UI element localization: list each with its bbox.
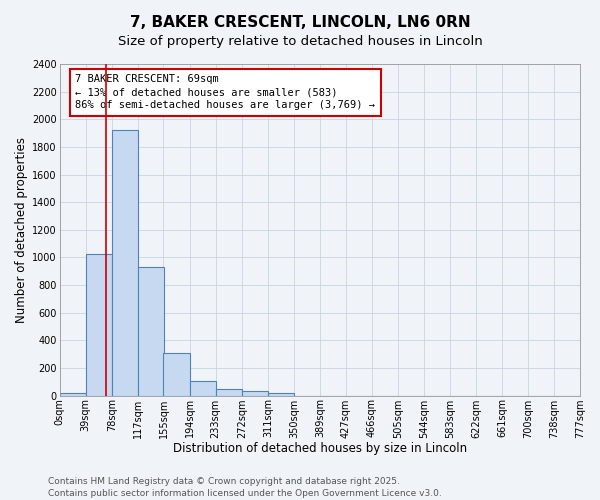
Bar: [216, 388, 242, 396]
Bar: [163, 352, 190, 396]
X-axis label: Distribution of detached houses by size in Lincoln: Distribution of detached houses by size …: [173, 442, 467, 455]
Bar: [190, 381, 216, 396]
Y-axis label: Number of detached properties: Number of detached properties: [15, 137, 28, 323]
Bar: [138, 267, 164, 396]
Bar: [242, 392, 268, 396]
Bar: [268, 394, 294, 396]
Bar: [112, 130, 138, 396]
Text: Contains HM Land Registry data © Crown copyright and database right 2025.
Contai: Contains HM Land Registry data © Crown c…: [48, 476, 442, 498]
Bar: [86, 254, 112, 396]
Text: Size of property relative to detached houses in Lincoln: Size of property relative to detached ho…: [118, 35, 482, 48]
Text: 7 BAKER CRESCENT: 69sqm
← 13% of detached houses are smaller (583)
86% of semi-d: 7 BAKER CRESCENT: 69sqm ← 13% of detache…: [76, 74, 376, 110]
Text: 7, BAKER CRESCENT, LINCOLN, LN6 0RN: 7, BAKER CRESCENT, LINCOLN, LN6 0RN: [130, 15, 470, 30]
Bar: [59, 393, 86, 396]
